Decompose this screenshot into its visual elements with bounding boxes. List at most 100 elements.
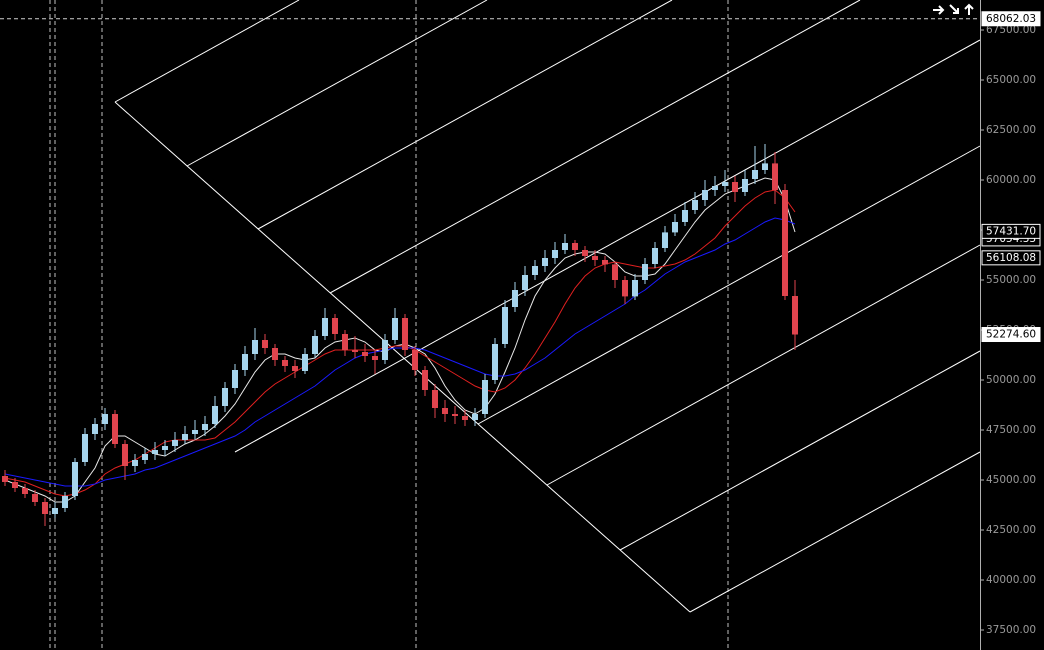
candle-body [92,424,98,434]
candle-body [372,356,378,360]
candle-body [722,182,728,186]
candle-body [452,414,458,416]
price-tag-label: 56108.08 [986,252,1036,264]
y-tick-label: 60000.00 [986,174,1036,186]
scroll-buttons[interactable] [933,3,974,15]
candle-body [142,454,148,460]
candle-body [122,444,128,466]
y-tick-label: 65000.00 [986,74,1036,86]
price-tag-box [981,223,1041,239]
candle-body [612,264,618,280]
candle-body [172,440,178,446]
fork-line [689,451,981,613]
candle-body [212,406,218,424]
candle-body [282,360,288,366]
candle-body [232,370,238,388]
candle-body [322,318,328,336]
candle-body [262,340,268,348]
candle-body [682,210,688,222]
candle-body [772,163,778,190]
candle-body [582,250,588,256]
period-separators [49,0,729,650]
candle-body [492,344,498,380]
candle-body [242,354,248,370]
candle-body [272,348,278,360]
candle-body [402,318,408,350]
plot-area [0,18,980,526]
candle-body [192,430,198,434]
candle-body [562,243,568,250]
y-tick-label: 45000.00 [986,474,1036,486]
candle-body [302,354,308,371]
y-tick-label: 67500.00 [986,24,1036,36]
moving-average-line [4,177,796,503]
candle-body [462,416,468,420]
candle-body [12,482,18,488]
candle-body [762,163,768,170]
candle-body [102,414,108,424]
y-tick-label: 50000.00 [986,374,1036,386]
candle-body [112,414,118,444]
candle-body [782,190,788,296]
fork-line [477,145,981,425]
pitchfork [114,0,981,613]
fork-line [329,0,861,294]
price-tag-box [981,250,1041,266]
candle-body [52,508,58,514]
candle-body [352,350,358,352]
candle-body [742,179,748,192]
candle-body [712,186,718,190]
candle-body [362,352,368,356]
candle-body [202,424,208,430]
candle-body [692,200,698,210]
candle-body [532,266,538,275]
current-price-box [981,327,1041,343]
candle-body [622,280,628,297]
candle-body [182,434,188,440]
candle-body [42,502,48,514]
fork-line [257,0,673,230]
candle-body [552,250,558,258]
y-tick-label: 42500.00 [986,524,1036,536]
candle-body [652,248,658,264]
candle-body [342,334,348,350]
candle-body [732,182,738,192]
candle-body [422,370,428,390]
candle-body [572,243,578,250]
candle-body [602,260,608,265]
fork-line [186,0,488,167]
candle-body [702,190,708,200]
candle-body [2,476,8,482]
candle-body [522,275,528,290]
y-tick-label: 37500.00 [986,624,1036,636]
moving-average-line [4,189,796,497]
candle-body [292,366,298,371]
candle-body [332,318,338,334]
y-tick-label: 62500.00 [986,124,1036,136]
candle-body [632,280,638,297]
candle-body [382,340,388,360]
candle-body [312,336,318,354]
scroll-up-button[interactable] [964,3,974,15]
candle-body [592,256,598,260]
fork-line [234,39,981,453]
candle-body [22,488,28,494]
price-tag-label: 57431.70 [986,225,1036,237]
candle-body [432,390,438,408]
scroll-right-button[interactable] [933,5,945,15]
candle-body [152,450,158,454]
candle-body [502,307,508,344]
scroll-down-button[interactable] [949,4,959,14]
fork-handle [114,101,691,613]
y-tick-label: 47500.00 [986,424,1036,436]
candle-body [252,340,258,354]
candle-body [672,222,678,233]
candle-body [392,318,398,340]
candle-body [132,460,138,466]
candle-body [792,296,798,335]
candle-body [72,462,78,496]
y-tick-label: 55000.00 [986,274,1036,286]
